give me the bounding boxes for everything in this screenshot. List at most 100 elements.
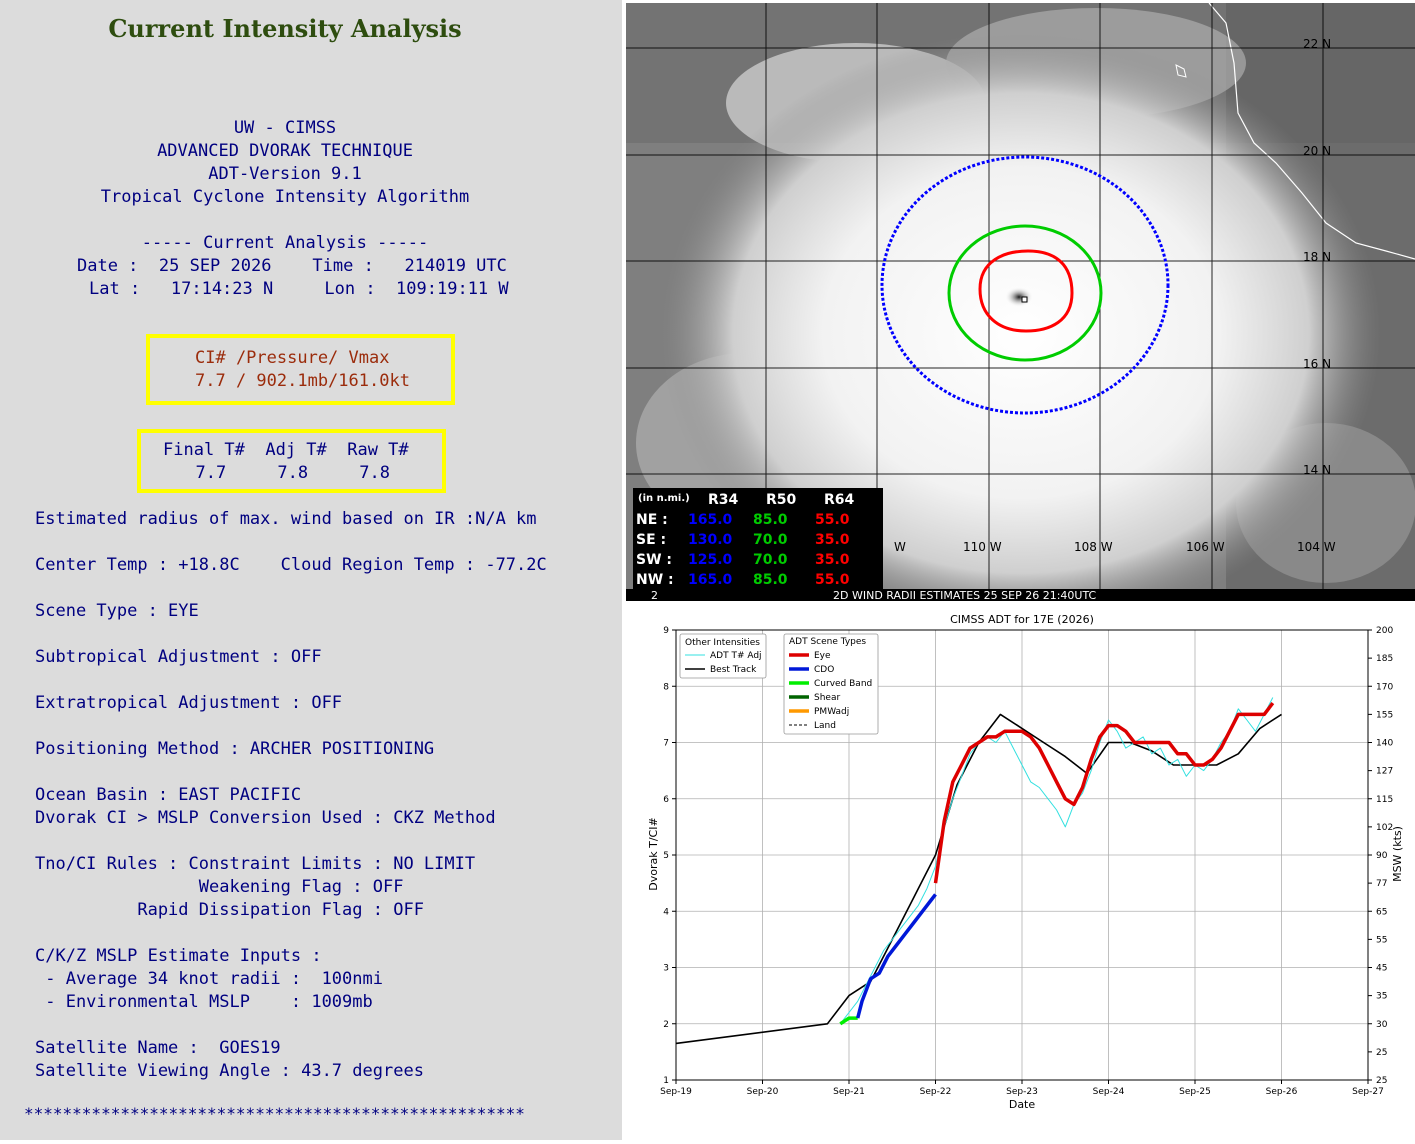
footer-number: 2 [651, 589, 658, 601]
positioning-method: Positioning Method : ARCHER POSITIONING [35, 739, 435, 759]
extratropical-adjustment: Extratropical Adjustment : OFF [35, 693, 343, 713]
right-tick-label: 155 [1376, 710, 1393, 720]
series-curved-band [839, 1016, 858, 1026]
radii-nw-r34: 165.0 [688, 572, 733, 588]
legend-adj-label: ADT T# Adj [710, 651, 762, 661]
t-number-values: 7.7 7.8 7.8 [175, 463, 390, 483]
right-tick-label: 77 [1376, 879, 1387, 889]
radii-header-r50: R50 [766, 492, 797, 508]
satellite-image: 22 N 20 N 18 N 16 N 14 N W 110 W 108 W 1… [626, 3, 1415, 601]
intensity-chart: CIMSS ADT for 17E (2026) Date Dvorak T/C… [626, 604, 1415, 1140]
x-axis-label: Date [1009, 1098, 1036, 1111]
legend-scene: ADT Scene Types Eye CDO Curved Band Shea… [783, 633, 879, 735]
lat-label-22: 22 N [1303, 37, 1331, 51]
series-adt-t-adj [839, 697, 1274, 1025]
right-tick-label: 65 [1376, 907, 1387, 917]
y-tick-label: 7 [663, 739, 669, 749]
date-time-line: Date : 25 SEP 2026 Time : 214019 UTC [77, 256, 507, 276]
mslp-conversion: Dvorak CI > MSLP Conversion Used : CKZ M… [35, 808, 496, 828]
radii-sw-r34: 125.0 [688, 552, 733, 568]
legend-cdo-label: CDO [814, 665, 834, 675]
lat-lon-line: Lat : 17:14:23 N Lon : 109:19:11 W [89, 279, 509, 299]
rapid-dissipation-flag: Rapid Dissipation Flag : OFF [35, 900, 424, 920]
right-tick-label: 200 [1376, 626, 1393, 636]
right-tick-label: 35 [1376, 992, 1387, 1002]
center-marker [1021, 296, 1028, 303]
page-title: Current Intensity Analysis [108, 14, 462, 43]
legend-best-label: Best Track [710, 665, 757, 675]
right-tick-label: 25 [1376, 1048, 1387, 1058]
radii-se: SE : [636, 532, 666, 548]
radii-nw-r64: 55.0 [815, 572, 850, 588]
x-tick-label: Sep-26 [1266, 1087, 1298, 1097]
legend-pmw-label: PMWadj [814, 707, 849, 717]
x-tick-label: Sep-23 [1006, 1087, 1038, 1097]
lon-label-104: 104 W [1297, 540, 1336, 554]
series-eye [933, 702, 1275, 884]
series-best-track [675, 713, 1282, 1045]
radii-ne-r64: 55.0 [815, 512, 850, 528]
radii-ne-r34: 165.0 [688, 512, 733, 528]
chart-svg: CIMSS ADT for 17E (2026) Date Dvorak T/C… [647, 613, 1404, 1111]
lat-label-20: 20 N [1303, 144, 1331, 158]
radii-units: (in n.mi.) [638, 493, 690, 504]
radii-header-r64: R64 [824, 492, 855, 508]
environmental-mslp: - Environmental MSLP : 1009mb [35, 992, 373, 1012]
legend-curved-label: Curved Band [814, 679, 872, 689]
y-tick-label: 6 [663, 795, 669, 805]
right-tick-label: 102 [1376, 823, 1393, 833]
legend-shear-label: Shear [814, 693, 840, 703]
ci-box [146, 334, 455, 405]
legend-other: Other Intensities ADT T# Adj Best Track [679, 633, 767, 679]
footer-bar [626, 589, 1415, 601]
radii-table-bg [633, 488, 883, 593]
radii-ne: NE : [636, 512, 668, 528]
x-tick-label: Sep-19 [660, 1087, 692, 1097]
satellite-viewing-angle: Satellite Viewing Angle : 43.7 degrees [35, 1061, 424, 1081]
ci-label: CI# /Pressure/ Vmax [195, 348, 390, 368]
t-number-labels: Final T# Adj T# Raw T# [163, 440, 409, 460]
radii-se-r34: 130.0 [688, 532, 733, 548]
legend-land-label: Land [814, 721, 836, 731]
tno-ci-rules: Tno/CI Rules : Constraint Limits : NO LI… [35, 854, 476, 874]
ci-value: 7.7 / 902.1mb/161.0kt [195, 371, 410, 391]
right-tick-label: 55 [1376, 935, 1387, 945]
separator-stars: ****************************************… [24, 1104, 525, 1123]
radii-nw: NW : [636, 572, 674, 588]
y-tick-label: 4 [663, 907, 669, 917]
lon-label-w: W [894, 540, 906, 554]
header-line-2: ADVANCED DVORAK TECHNIQUE [157, 141, 413, 161]
header-line-3: ADT-Version 9.1 [208, 164, 362, 184]
analysis-panel: Current Intensity Analysis UW - CIMSS AD… [0, 0, 622, 1140]
r34-ring [880, 155, 1170, 415]
chart-title: CIMSS ADT for 17E (2026) [950, 613, 1094, 626]
ckz-inputs: C/K/Z MSLP Estimate Inputs : [35, 946, 322, 966]
y-tick-label: 3 [663, 964, 669, 974]
lat-label-16: 16 N [1303, 357, 1331, 371]
lon-label-110: 110 W [963, 540, 1002, 554]
lon-label-106: 106 W [1186, 540, 1225, 554]
radii-sw-r64: 35.0 [815, 552, 850, 568]
right-tick-label: 127 [1376, 767, 1393, 777]
x-tick-label: Sep-24 [1093, 1087, 1125, 1097]
radius-max-wind: Estimated radius of max. wind based on I… [35, 509, 537, 529]
header-line-4: Tropical Cyclone Intensity Algorithm [100, 187, 470, 207]
radii-se-r64: 35.0 [815, 532, 850, 548]
radii-sw: SW : [636, 552, 672, 568]
x-tick-label: Sep-25 [1179, 1087, 1211, 1097]
subtropical-adjustment: Subtropical Adjustment : OFF [35, 647, 322, 667]
lon-label-108: 108 W [1074, 540, 1113, 554]
center-temp: Center Temp : +18.8C Cloud Region Temp :… [35, 555, 547, 575]
legend-eye-label: Eye [814, 651, 831, 661]
satellite-svg: 22 N 20 N 18 N 16 N 14 N W 110 W 108 W 1… [626, 3, 1415, 601]
footer-caption: 2D WIND RADII ESTIMATES 25 SEP 26 21:40U… [833, 589, 1097, 601]
y-axis-label: Dvorak T/CI# [647, 817, 660, 890]
right-tick-label: 185 [1376, 654, 1393, 664]
y-right-axis-label: MSW (kts) [1391, 826, 1404, 882]
avg-34kt-radii: - Average 34 knot radii : 100nmi [35, 969, 383, 989]
satellite-name: Satellite Name : GOES19 [35, 1038, 281, 1058]
right-tick-label: 30 [1376, 1020, 1388, 1030]
weakening-flag: Weakening Flag : OFF [35, 877, 404, 897]
right-tick-label: 170 [1376, 682, 1393, 692]
ocean-basin: Ocean Basin : EAST PACIFIC [35, 785, 302, 805]
